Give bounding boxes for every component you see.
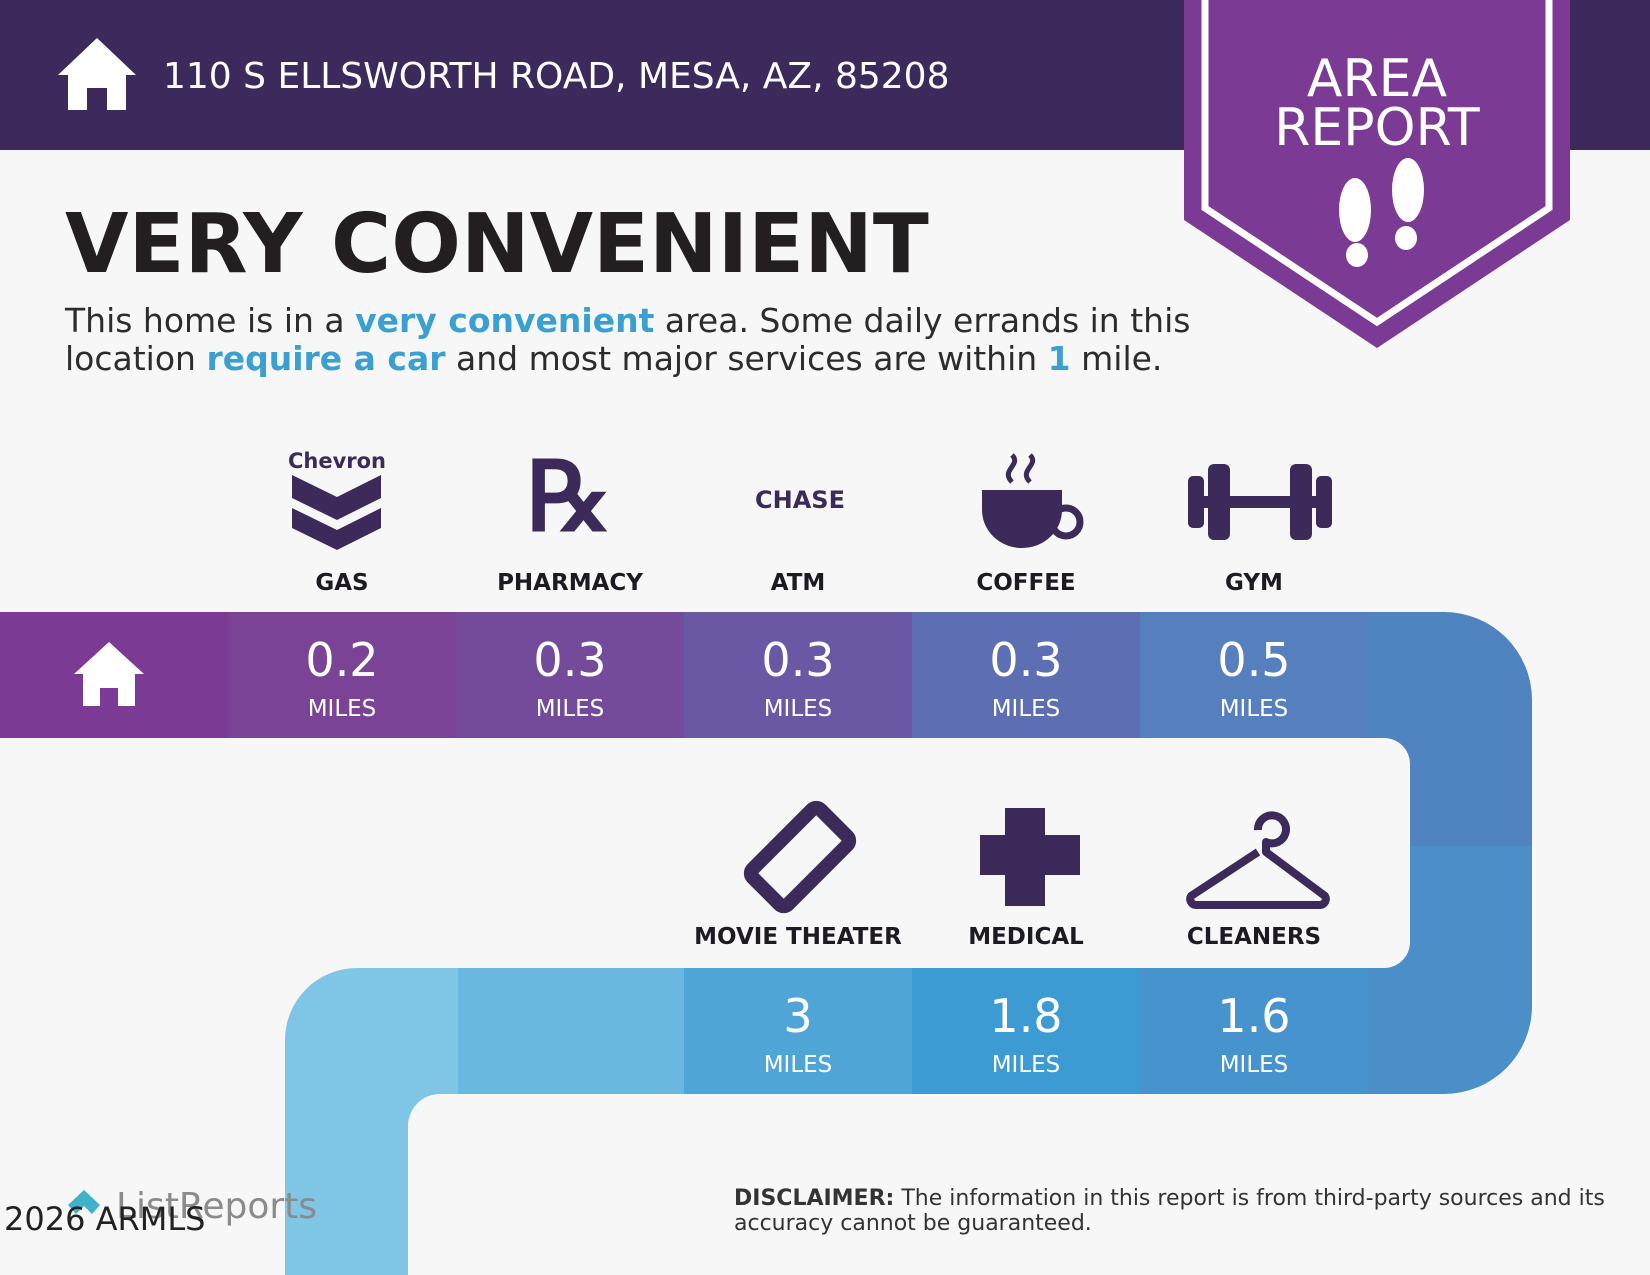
route-gap xyxy=(0,738,1410,968)
amenity-label: MEDICAL xyxy=(968,924,1084,950)
badge-title: REPORT xyxy=(1274,98,1480,158)
route-cell xyxy=(456,612,684,738)
route-cell xyxy=(228,612,456,738)
route-cell xyxy=(684,612,912,738)
coffee-handle xyxy=(1048,504,1084,540)
distance: 0.3 xyxy=(761,633,834,687)
watermark: 2026 ARMLS xyxy=(4,1200,205,1238)
amenity-label: COFFEE xyxy=(976,570,1075,596)
badge-title: AREA xyxy=(1307,49,1448,109)
route-cell xyxy=(912,968,1140,1094)
brand-logo xyxy=(68,1190,100,1214)
text-run: location xyxy=(65,339,206,378)
medical-icon xyxy=(980,808,1080,906)
route-cell xyxy=(458,968,686,1094)
distance-unit: MILES xyxy=(1220,696,1289,722)
distance-unit: MILES xyxy=(764,696,833,722)
distance-unit: MILES xyxy=(992,696,1061,722)
footprints xyxy=(1339,158,1424,267)
logo: CHASE xyxy=(755,486,845,514)
headline: VERY CONVENIENT xyxy=(65,197,929,292)
amenity-label: MOVIE THEATER xyxy=(694,924,902,950)
badge-border xyxy=(1201,0,1553,327)
gas-icon xyxy=(292,475,381,550)
amenity-label: GAS xyxy=(315,570,368,596)
text-run: and most major services are within xyxy=(446,339,1048,378)
ticket-icon xyxy=(743,800,857,914)
route-cell xyxy=(912,612,1140,738)
text-run: This home is in a xyxy=(64,301,355,340)
amenity-label: ATM xyxy=(771,570,826,596)
home-icon xyxy=(58,38,136,110)
brand: ListReports xyxy=(116,1186,317,1227)
distance: 1.6 xyxy=(1217,989,1290,1043)
address: 110 S ELLSWORTH ROAD, MESA, AZ, 85208 xyxy=(163,56,949,97)
text-run: mile. xyxy=(1071,339,1163,378)
route-corner xyxy=(285,968,458,1275)
highlight: very convenient xyxy=(355,301,654,340)
route-cell xyxy=(684,968,912,1094)
disclaimer-label: DISCLAIMER: xyxy=(734,1186,894,1211)
disclaimer-text: The information in this report is from t… xyxy=(900,1186,1604,1211)
distance-unit: MILES xyxy=(308,696,377,722)
distance: 0.3 xyxy=(533,633,606,687)
route-cell xyxy=(1140,612,1368,738)
distance-unit: MILES xyxy=(536,696,605,722)
distance-unit: MILES xyxy=(992,1052,1061,1078)
description: This home is in a very convenient area. … xyxy=(64,301,1190,340)
highlight: 1 xyxy=(1048,339,1071,378)
amenity-label: PHARMACY xyxy=(497,570,643,596)
route-cell xyxy=(1140,968,1368,1094)
disclaimer: DISCLAIMER: The information in this repo… xyxy=(734,1186,1605,1211)
coffee-icon xyxy=(982,490,1062,548)
distance: 0.5 xyxy=(1217,633,1290,687)
distance: 1.8 xyxy=(989,989,1062,1043)
pharmacy-icon: ℞ xyxy=(526,440,612,553)
distance-unit: MILES xyxy=(1220,1052,1289,1078)
icons: Chevron ℞ CHASE xyxy=(288,440,1332,914)
amenity-label: GYM xyxy=(1225,570,1283,596)
amenity-label: CLEANERS xyxy=(1187,924,1321,950)
cleaners-icon xyxy=(1186,811,1330,909)
home-icon xyxy=(74,642,144,706)
distance-unit: MILES xyxy=(764,1052,833,1078)
distance: 0.3 xyxy=(989,633,1062,687)
disclaimer-text: accuracy cannot be guaranteed. xyxy=(734,1211,1092,1236)
distance: 3 xyxy=(783,989,812,1043)
logo: Chevron xyxy=(288,449,386,473)
text-run: area. Some daily errands in this xyxy=(654,301,1190,340)
description: location require a car and most major se… xyxy=(65,339,1162,378)
steam xyxy=(1005,453,1036,484)
highlight: require a car xyxy=(206,339,446,378)
distance: 0.2 xyxy=(305,633,378,687)
